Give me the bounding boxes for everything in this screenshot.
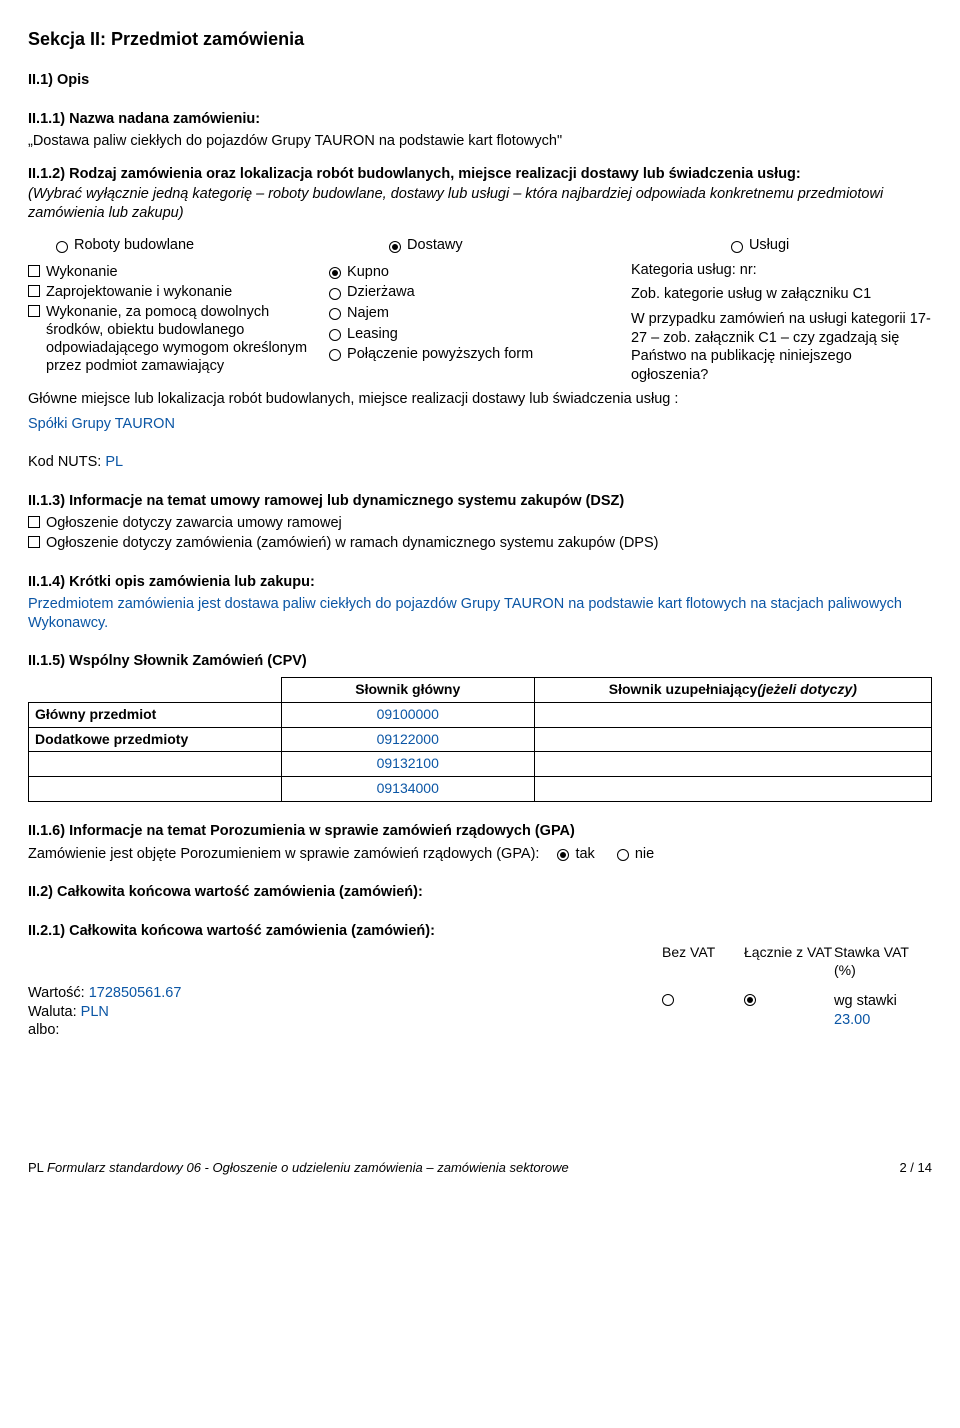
radio-lacznie-vat[interactable] — [744, 994, 756, 1006]
label-bez-vat: Bez VAT — [662, 944, 744, 980]
radio-dostawy[interactable] — [389, 241, 401, 253]
label-umowa-ramowa: Ogłoszenie dotyczy zawarcia umowy ramowe… — [46, 514, 342, 532]
table-row: Główny przedmiot 09100000 — [29, 702, 932, 727]
heading-ii-1-5: II.1.5) Wspólny Słownik Zamówień (CPV) — [28, 652, 932, 671]
radio-kupno[interactable] — [329, 267, 341, 279]
heading-ii-1-opis: II.1) Opis — [28, 71, 932, 90]
value-wartosc: 172850561.67 — [89, 985, 182, 1001]
label-najem: Najem — [347, 304, 389, 323]
checkbox-umowa-ramowa[interactable] — [28, 516, 40, 528]
th-slownik-uzup: Słownik uzupełniający(jeżeli dotyczy) — [534, 677, 931, 702]
heading-ii-1-4: II.1.4) Krótki opis zamówienia lub zakup… — [28, 573, 932, 592]
value-stawka-vat: 23.00 — [834, 1011, 924, 1030]
text-w-przypadku: W przypadku zamówień na usługi kategorii… — [631, 310, 932, 384]
label-lacznie-vat: Łącznie z VAT — [744, 944, 834, 980]
value-waluta: PLN — [81, 1004, 109, 1020]
radio-leasing[interactable] — [329, 329, 341, 341]
radio-uslugi[interactable] — [731, 241, 743, 253]
checkbox-dps[interactable] — [28, 536, 40, 548]
checkbox-wykonanie-dowolne[interactable] — [28, 305, 40, 317]
heading-ii-2-1: II.2.1) Całkowita końcowa wartość zamówi… — [28, 922, 932, 941]
value-glowne-miejsce: Spółki Grupy TAURON — [28, 415, 932, 434]
td-glowny-przedmiot-value: 09100000 — [281, 702, 534, 727]
label-stawka-vat: Stawka VAT (%) — [834, 944, 924, 980]
radio-roboty-budowlane[interactable] — [56, 241, 68, 253]
checkbox-wykonanie[interactable] — [28, 265, 40, 277]
radio-gpa-nie[interactable] — [617, 849, 629, 861]
label-gpa-tak: tak — [575, 845, 594, 864]
label-gpa-line: Zamówienie jest objęte Porozumieniem w s… — [28, 845, 539, 864]
label-wg-stawki: wg stawki — [834, 992, 924, 1011]
table-row: Dodatkowe przedmioty 09122000 — [29, 727, 932, 752]
label-zaprojektowanie: Zaprojektowanie i wykonanie — [46, 283, 232, 301]
td-dodatkowe-label: Dodatkowe przedmioty — [29, 727, 282, 752]
label-gpa-nie: nie — [635, 845, 654, 864]
label-wartosc: Wartość: — [28, 985, 89, 1001]
td-dodatkowe-value-1: 09122000 — [281, 727, 534, 752]
th-slownik-uzup-plain: Słownik uzupełniający — [609, 681, 758, 697]
section-title: Sekcja II: Przedmiot zamówienia — [28, 28, 932, 51]
table-row: 09132100 — [29, 752, 932, 777]
radio-bez-vat[interactable] — [662, 994, 674, 1006]
table-cpv: Słownik główny Słownik uzupełniający(jeż… — [28, 677, 932, 803]
value-kod-nuts: PL — [105, 454, 123, 470]
label-dostawy: Dostawy — [407, 236, 463, 255]
text-zob-kategorie: Zob. kategorie usług w załączniku C1 — [631, 285, 932, 304]
page-footer: PL Formularz standardowy 06 - Ogłoszenie… — [28, 1160, 932, 1177]
heading-ii-1-1: II.1.1) Nazwa nadana zamówieniu: — [28, 110, 932, 129]
text-kategoria-uslug: Kategoria usług: nr: — [631, 261, 932, 280]
th-slownik-glowny: Słownik główny — [281, 677, 534, 702]
label-glowne-miejsce: Główne miejsce lub lokalizacja robót bud… — [28, 390, 932, 409]
label-roboty-budowlane: Roboty budowlane — [74, 236, 194, 255]
heading-ii-2: II.2) Całkowita końcowa wartość zamówien… — [28, 883, 932, 902]
label-leasing: Leasing — [347, 325, 398, 344]
td-dodatkowe-value-3: 09134000 — [281, 777, 534, 802]
td-dodatkowe-value-2: 09132100 — [281, 752, 534, 777]
heading-ii-1-6: II.1.6) Informacje na temat Porozumienia… — [28, 822, 932, 841]
label-polaczenie: Połączenie powyższych form — [347, 345, 533, 364]
checkbox-zaprojektowanie[interactable] — [28, 285, 40, 297]
label-dps: Ogłoszenie dotyczy zamówienia (zamówień)… — [46, 534, 658, 552]
td-glowny-przedmiot-label: Główny przedmiot — [29, 702, 282, 727]
label-wykonanie: Wykonanie — [46, 263, 118, 281]
text-nazwa-value: „Dostawa paliw ciekłych do pojazdów Grup… — [28, 132, 932, 151]
heading-ii-1-2: II.1.2) Rodzaj zamówienia oraz lokalizac… — [28, 165, 932, 184]
text-ii-1-2-paren: (Wybrać wyłącznie jedną kategorię – robo… — [28, 185, 932, 222]
radio-najem[interactable] — [329, 308, 341, 320]
label-kupno: Kupno — [347, 263, 389, 282]
value-krotki-opis: Przedmiotem zamówienia jest dostawa pali… — [28, 595, 932, 632]
label-dzierzawa: Dzierżawa — [347, 283, 415, 302]
label-kod-nuts: Kod NUTS: — [28, 454, 105, 470]
table-row: 09134000 — [29, 777, 932, 802]
footer-pl: PL — [28, 1160, 47, 1175]
th-slownik-uzup-italic: (jeżeli dotyczy) — [757, 681, 857, 697]
label-albo: albo: — [28, 1021, 662, 1040]
radio-dzierzawa[interactable] — [329, 288, 341, 300]
heading-ii-1-3: II.1.3) Informacje na temat umowy ramowe… — [28, 492, 932, 511]
label-wykonanie-dowolne: Wykonanie, za pomocą dowolnych środków, … — [46, 303, 329, 376]
radio-polaczenie[interactable] — [329, 349, 341, 361]
label-uslugi: Usługi — [749, 236, 789, 255]
footer-text: Formularz standardowy 06 - Ogłoszenie o … — [47, 1160, 569, 1175]
footer-page-number: 2 / 14 — [899, 1160, 932, 1177]
label-waluta: Waluta: — [28, 1004, 81, 1020]
radio-gpa-tak[interactable] — [557, 849, 569, 861]
